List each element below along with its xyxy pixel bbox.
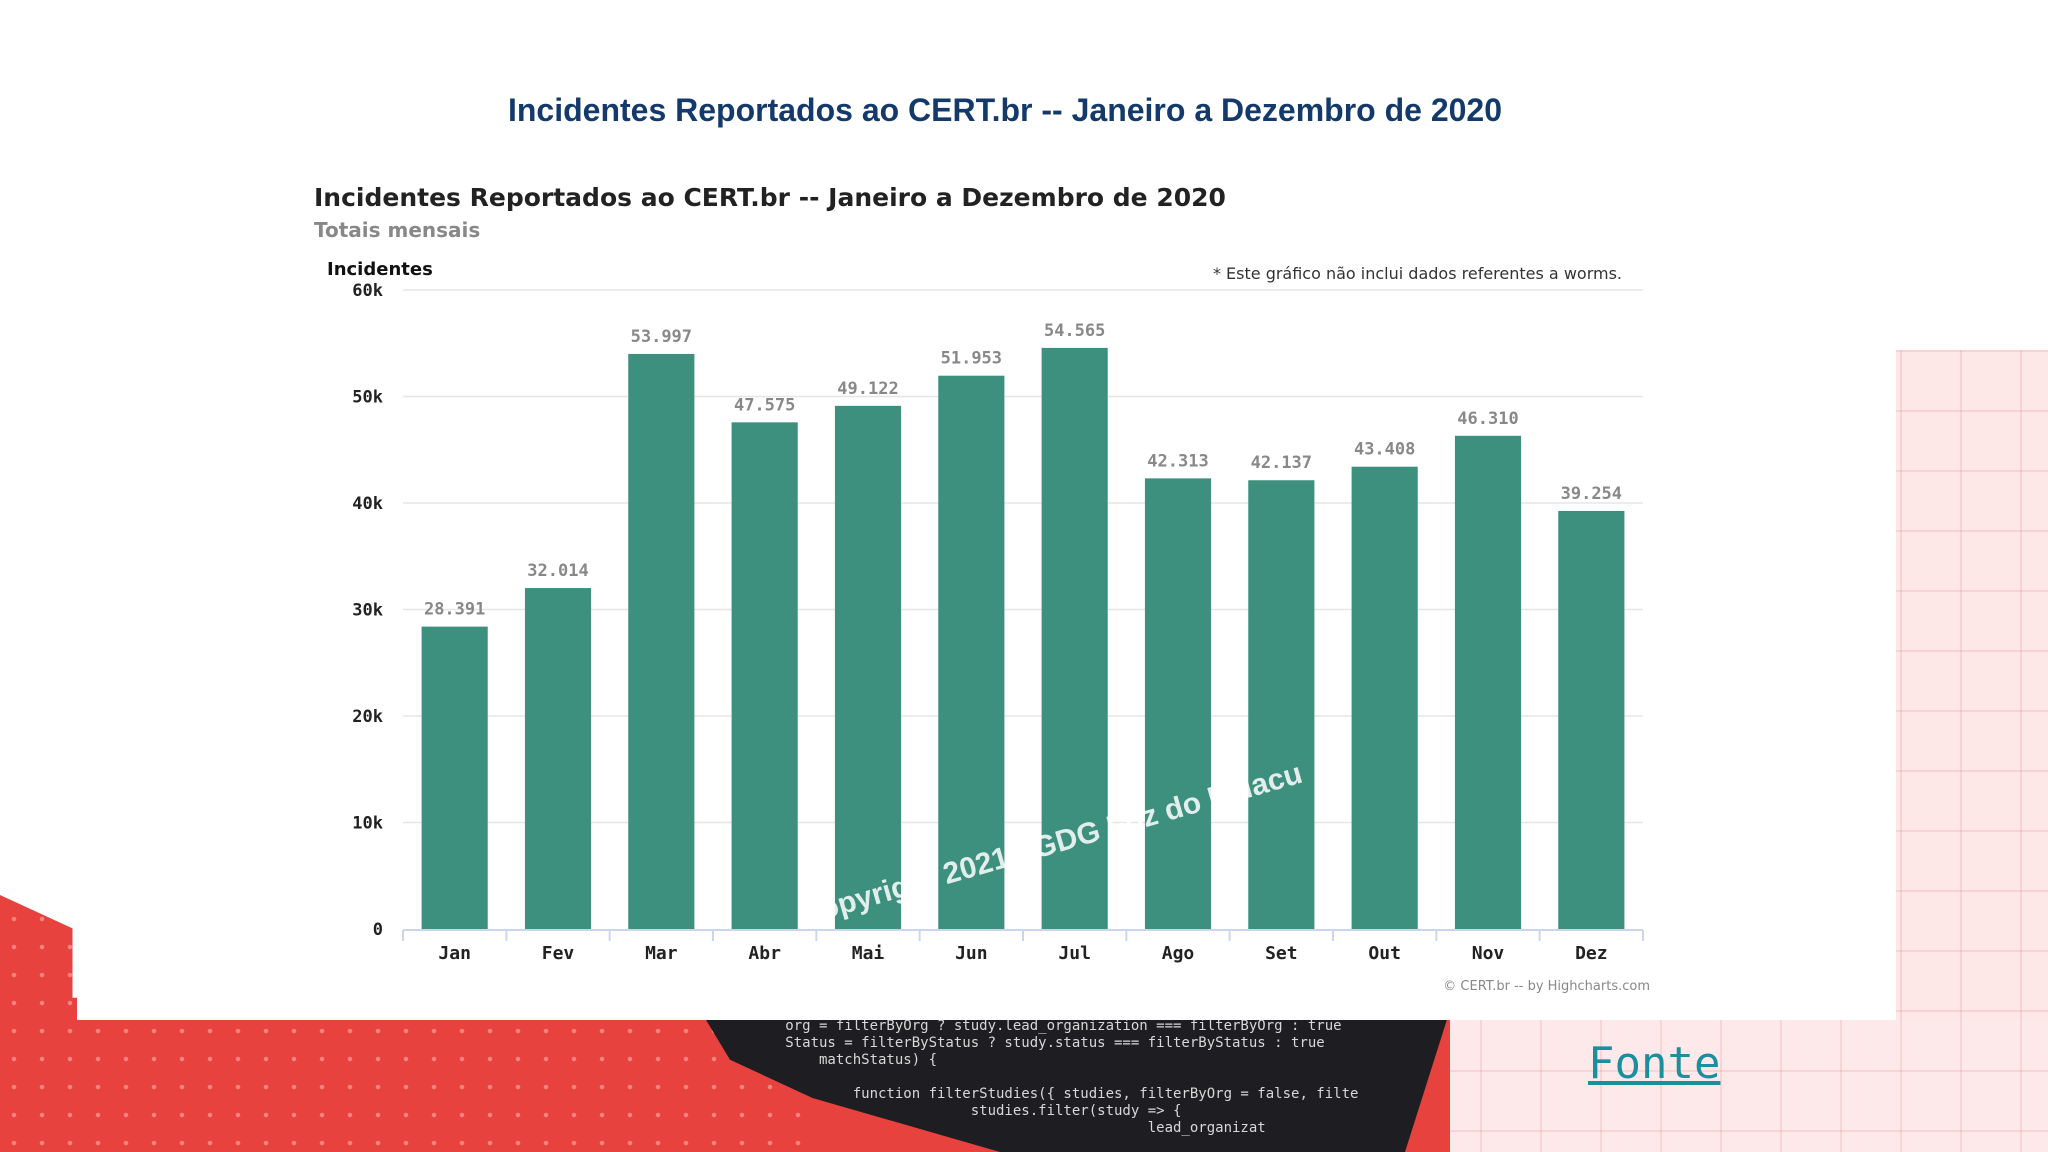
bar-fev[interactable] (524, 588, 592, 929)
data-label: 51.953 (941, 349, 1002, 369)
data-label: 42.313 (1147, 451, 1208, 471)
data-label: 53.997 (631, 327, 692, 347)
bar-out[interactable] (1351, 466, 1418, 929)
y-tick-label: 60k (352, 281, 383, 301)
x-tick-label: Set (1265, 943, 1298, 964)
data-label: 28.391 (424, 600, 485, 620)
data-label: 32.014 (527, 561, 588, 581)
bar-abr[interactable] (731, 422, 798, 929)
bar-jan[interactable] (421, 626, 488, 929)
data-label: 47.575 (734, 395, 795, 415)
bar-ago[interactable] (1144, 478, 1212, 929)
y-tick-label: 0 (373, 920, 383, 940)
bar-jul[interactable] (1041, 347, 1108, 929)
background-code-snippet: org = filterByOrg ? study.lead_organizat… (700, 1010, 1450, 1152)
data-label: 54.565 (1044, 321, 1105, 341)
x-tick-label: Jan (438, 943, 471, 964)
bar-nov[interactable] (1454, 435, 1522, 929)
data-labels: 28.391 32.014 53.997 47.575 49.122 51.953 54.5… (424, 321, 1622, 620)
axes: 0 10k 20k 30k 40k 50k 60k Jan Fev Mar Abr Mai Jun Jul… (352, 281, 1644, 964)
y-tick-label: 20k (352, 707, 383, 727)
data-label: 39.254 (1561, 484, 1622, 504)
y-tick-label: 10k (352, 814, 383, 834)
x-tick-label: Jun (955, 943, 988, 964)
bars (421, 347, 1625, 929)
y-tick-label: 50k (352, 388, 383, 408)
source-link[interactable]: Fonte (1588, 1038, 1721, 1089)
chart-subtitle: Totais mensais (314, 218, 480, 242)
data-label: 43.408 (1354, 440, 1415, 460)
data-label: 42.137 (1251, 453, 1312, 473)
bar-mar[interactable] (628, 353, 695, 929)
x-tick-label: Out (1368, 943, 1401, 964)
x-tick-label: Abr (748, 943, 781, 964)
x-tick-label: Fev (542, 943, 575, 964)
y-tick-label: 40k (352, 494, 383, 514)
x-tick-label: Jul (1058, 943, 1091, 964)
bar-jun[interactable] (938, 375, 1005, 929)
background-pink-lower (1420, 1020, 2048, 1152)
y-tick-label: 30k (352, 601, 383, 621)
data-label: 46.310 (1457, 409, 1518, 429)
background-pink-panel (1896, 350, 2048, 1152)
bar-mai[interactable] (834, 405, 902, 929)
x-tick-label: Nov (1472, 943, 1505, 964)
x-tick-label: Ago (1162, 943, 1195, 964)
slide-title: Incidentes Reportados ao CERT.br -- Jane… (507, 92, 1503, 128)
data-label: 49.122 (837, 379, 898, 399)
chart-title: Incidentes Reportados ao CERT.br -- Jane… (314, 183, 1226, 212)
chart-note: * Este gráfico não inclui dados referent… (1213, 264, 1622, 283)
x-tick-label: Mar (645, 943, 678, 964)
x-tick-label: Dez (1575, 943, 1608, 964)
bar-dez[interactable] (1558, 510, 1625, 929)
gridlines (403, 289, 1643, 824)
y-axis-title: Incidentes (327, 259, 433, 280)
chart-credits: © CERT.br -- by Highcharts.com (1443, 979, 1650, 994)
x-tick-label: Mai (852, 943, 885, 964)
bar-set[interactable] (1248, 480, 1315, 929)
